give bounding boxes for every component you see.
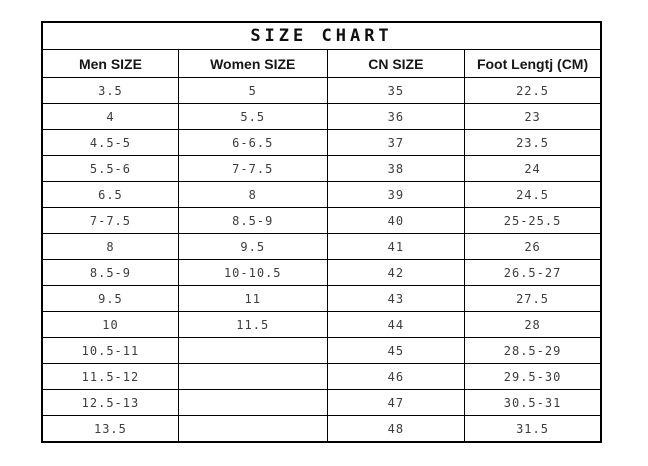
table-row: 4 5.5 36 23 xyxy=(41,103,602,130)
size-chart-table: SIZE CHART Men SIZE Women SIZE CN SIZE Foot… xyxy=(41,21,602,443)
cell-cn-size: 46 xyxy=(326,363,466,390)
table-row: 8 9.5 41 26 xyxy=(41,233,602,260)
table-row: 10.5-11 45 28.5-29 xyxy=(41,337,602,364)
cell-cn-size: 39 xyxy=(326,181,466,208)
cell-cn-size: 45 xyxy=(326,337,466,364)
cell-women-size: 6-6.5 xyxy=(177,129,328,156)
chart-title: SIZE CHART xyxy=(41,21,602,50)
cell-foot-length: 24 xyxy=(464,155,602,182)
cell-cn-size: 40 xyxy=(326,207,466,234)
cell-men-size: 8.5-9 xyxy=(41,259,179,286)
cell-cn-size: 35 xyxy=(326,77,466,104)
cell-women-size xyxy=(177,415,328,443)
table-row: 9.5 11 43 27.5 xyxy=(41,285,602,312)
cell-men-size: 8 xyxy=(41,233,179,260)
cell-foot-length: 31.5 xyxy=(464,415,602,443)
table-body: 3.5 5 35 22.5 4 5.5 36 23 4.5-5 6-6.5 37 23.5 5.5-6 7… xyxy=(41,77,602,443)
cell-men-size: 4 xyxy=(41,103,179,130)
cell-women-size: 11.5 xyxy=(177,311,328,338)
cell-women-size xyxy=(177,389,328,416)
cell-men-size: 11.5-12 xyxy=(41,363,179,390)
table-row: 8.5-9 10-10.5 42 26.5-27 xyxy=(41,259,602,286)
cell-women-size xyxy=(177,337,328,364)
cell-cn-size: 47 xyxy=(326,389,466,416)
cell-men-size: 3.5 xyxy=(41,77,179,104)
column-header-men-size: Men SIZE xyxy=(41,49,179,78)
cell-women-size: 8 xyxy=(177,181,328,208)
table-row: 5.5-6 7-7.5 38 24 xyxy=(41,155,602,182)
cell-foot-length: 28.5-29 xyxy=(464,337,602,364)
cell-foot-length: 26.5-27 xyxy=(464,259,602,286)
cell-foot-length: 24.5 xyxy=(464,181,602,208)
cell-women-size: 8.5-9 xyxy=(177,207,328,234)
cell-men-size: 10.5-11 xyxy=(41,337,179,364)
table-row: 10 11.5 44 28 xyxy=(41,311,602,338)
cell-foot-length: 29.5-30 xyxy=(464,363,602,390)
cell-women-size: 5.5 xyxy=(177,103,328,130)
cell-cn-size: 37 xyxy=(326,129,466,156)
cell-women-size: 5 xyxy=(177,77,328,104)
cell-cn-size: 48 xyxy=(326,415,466,443)
cell-cn-size: 36 xyxy=(326,103,466,130)
cell-cn-size: 43 xyxy=(326,285,466,312)
cell-foot-length: 30.5-31 xyxy=(464,389,602,416)
cell-women-size xyxy=(177,363,328,390)
cell-men-size: 12.5-13 xyxy=(41,389,179,416)
cell-men-size: 4.5-5 xyxy=(41,129,179,156)
table-row: 4.5-5 6-6.5 37 23.5 xyxy=(41,129,602,156)
table-row: 7-7.5 8.5-9 40 25-25.5 xyxy=(41,207,602,234)
cell-men-size: 13.5 xyxy=(41,415,179,443)
cell-women-size: 10-10.5 xyxy=(177,259,328,286)
cell-foot-length: 28 xyxy=(464,311,602,338)
header-row: Men SIZE Women SIZE CN SIZE Foot Lengtj (CM… xyxy=(41,49,602,78)
cell-foot-length: 23 xyxy=(464,103,602,130)
table-row: 3.5 5 35 22.5 xyxy=(41,77,602,104)
cell-men-size: 9.5 xyxy=(41,285,179,312)
cell-men-size: 7-7.5 xyxy=(41,207,179,234)
cell-cn-size: 44 xyxy=(326,311,466,338)
table-row: 13.5 48 31.5 xyxy=(41,415,602,443)
cell-cn-size: 38 xyxy=(326,155,466,182)
column-header-women-size: Women SIZE xyxy=(177,49,328,78)
cell-foot-length: 27.5 xyxy=(464,285,602,312)
cell-men-size: 6.5 xyxy=(41,181,179,208)
table-row: 11.5-12 46 29.5-30 xyxy=(41,363,602,390)
cell-men-size: 10 xyxy=(41,311,179,338)
title-row: SIZE CHART xyxy=(41,21,602,50)
cell-foot-length: 26 xyxy=(464,233,602,260)
cell-foot-length: 23.5 xyxy=(464,129,602,156)
cell-men-size: 5.5-6 xyxy=(41,155,179,182)
cell-women-size: 7-7.5 xyxy=(177,155,328,182)
cell-foot-length: 25-25.5 xyxy=(464,207,602,234)
column-header-cn-size: CN SIZE xyxy=(326,49,466,78)
table-row: 6.5 8 39 24.5 xyxy=(41,181,602,208)
column-header-foot-length: Foot Lengtj (CM) xyxy=(464,49,602,78)
table-row: 12.5-13 47 30.5-31 xyxy=(41,389,602,416)
cell-cn-size: 42 xyxy=(326,259,466,286)
cell-women-size: 11 xyxy=(177,285,328,312)
cell-women-size: 9.5 xyxy=(177,233,328,260)
cell-foot-length: 22.5 xyxy=(464,77,602,104)
cell-cn-size: 41 xyxy=(326,233,466,260)
